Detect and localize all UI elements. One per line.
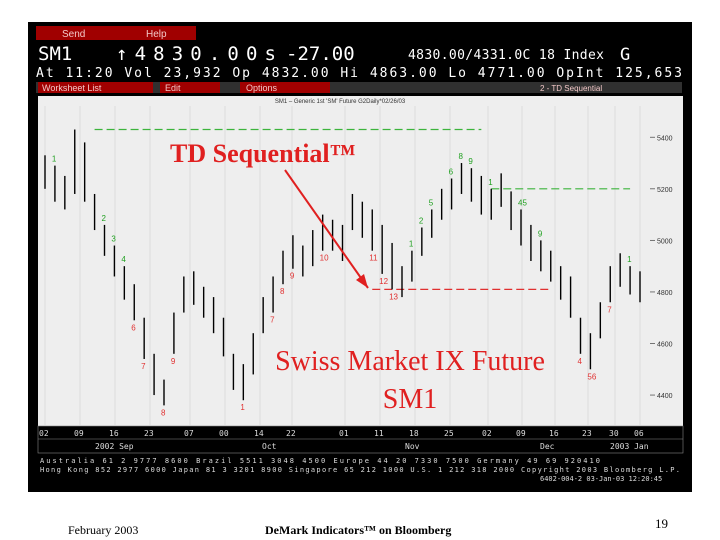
td-count: 1 — [240, 403, 245, 412]
td-count: 7 — [141, 362, 146, 371]
td-count: 4 — [578, 357, 583, 366]
td-count: 10 — [320, 254, 329, 263]
month-label: Dec — [540, 442, 555, 451]
month-label: Oct — [262, 442, 277, 451]
x-tick-label: 25 — [444, 429, 454, 438]
x-tick-label: 09 — [516, 429, 526, 438]
td-count: 8 — [161, 408, 166, 417]
arrow — [284, 169, 369, 289]
menu-item[interactable]: Send — [62, 29, 85, 40]
key: G — [620, 45, 630, 65]
td-count: 12 — [379, 277, 388, 286]
ticker: SM1 — [38, 43, 72, 65]
x-tick-label: 02 — [39, 429, 49, 438]
x-tick-label: 07 — [184, 429, 194, 438]
td-count: 9 — [171, 357, 176, 366]
y-tick-label: 4600 — [657, 342, 673, 349]
tab-label[interactable]: Options — [246, 83, 278, 93]
td-count: 1 — [627, 255, 632, 264]
td-count: 1 — [488, 178, 493, 187]
month-label: 2002 Sep — [95, 442, 134, 451]
tab — [240, 82, 330, 93]
x-tick-label: 02 — [482, 429, 492, 438]
td-count: 56 — [587, 372, 596, 381]
x-tick-label: 14 — [254, 429, 264, 438]
page-number: 19 — [655, 516, 668, 531]
td-count: 8 — [280, 287, 285, 296]
slide-caption: DeMark Indicators™ on Bloomberg — [265, 523, 451, 537]
date-axis — [37, 425, 684, 454]
change: -27.00 — [286, 43, 355, 65]
td-count: 11 — [369, 254, 378, 263]
x-tick-label: 16 — [109, 429, 119, 438]
y-tick-label: 4400 — [657, 393, 673, 400]
tab-bar — [36, 82, 682, 93]
tab — [38, 82, 153, 93]
month-label: Nov — [405, 442, 420, 451]
td-count: 1 — [409, 240, 414, 249]
x-tick-label: 09 — [74, 429, 84, 438]
x-tick-label: 00 — [219, 429, 229, 438]
td-count: 9 — [290, 272, 295, 281]
td-count: 4 — [121, 255, 126, 264]
x-tick-label: 01 — [339, 429, 349, 438]
td-count: 7 — [607, 305, 612, 314]
menu-bar — [36, 26, 196, 40]
quote: 4830.00/4331.0C 18 Index — [408, 48, 604, 63]
x-tick-label: 16 — [549, 429, 559, 438]
footer-line: 6402-004-2 03-Jan-03 12:20:45 — [540, 475, 662, 483]
study-name: 2 - TD Sequential — [540, 84, 602, 93]
td-count: 5 — [429, 198, 434, 207]
td-count: 45 — [518, 198, 527, 207]
month-label: 2003 Jan — [610, 442, 649, 451]
y-tick-label: 5200 — [657, 187, 673, 194]
last-price: ↑4830.00s — [116, 43, 276, 65]
td-count: 8 — [459, 152, 464, 161]
footer-line: Hong Kong 852 2977 6000 Japan 81 3 3201 … — [40, 466, 680, 474]
y-tick-label: 5000 — [657, 238, 673, 245]
tab — [160, 82, 220, 93]
td-count: 1 — [52, 155, 57, 164]
annotation: SM1 — [383, 384, 437, 415]
x-tick-label: 11 — [374, 429, 384, 438]
td-count: 6 — [449, 168, 454, 177]
x-tick-label: 18 — [409, 429, 419, 438]
slide-date: February 2003 — [68, 523, 138, 537]
x-tick-label: 06 — [634, 429, 644, 438]
td-count: 13 — [389, 292, 398, 301]
td-count: 9 — [538, 229, 543, 238]
td-count: 2 — [102, 214, 107, 223]
plot-area — [38, 96, 683, 426]
chart-title: SM1 – Generic 1st 'SM' Future G2Daily*02… — [275, 99, 406, 105]
y-tick-label: 5400 — [657, 135, 673, 142]
annotation: TD Sequential™ — [170, 139, 356, 168]
tab-label[interactable]: Edit — [165, 83, 181, 93]
tab-label[interactable]: Worksheet List — [42, 83, 102, 93]
x-tick-label: 30 — [609, 429, 619, 438]
td-count: 2 — [419, 216, 424, 225]
arrow-head — [356, 274, 368, 288]
y-tick-label: 4800 — [657, 290, 673, 297]
td-count: 6 — [131, 323, 136, 332]
menu-item[interactable]: Help — [146, 29, 167, 40]
x-tick-label: 23 — [144, 429, 154, 438]
stats: At 11:20 Vol 23,932 Op 4832.00 Hi 4863.0… — [36, 66, 682, 81]
td-count: 3 — [111, 235, 116, 244]
td-count: 7 — [270, 316, 275, 325]
x-tick-label: 23 — [582, 429, 592, 438]
annotation: Swiss Market IX Future — [275, 346, 545, 377]
x-tick-label: 22 — [286, 429, 296, 438]
td-count: 9 — [468, 157, 473, 166]
